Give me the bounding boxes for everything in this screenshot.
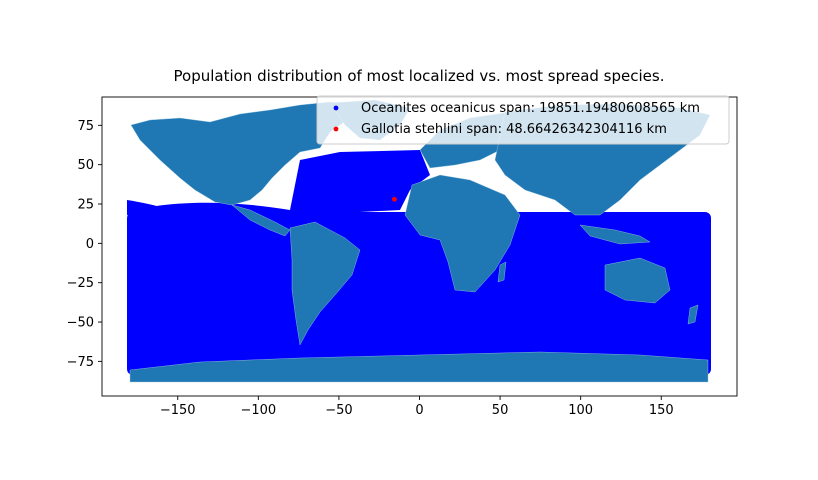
x-tick-label: 0 bbox=[415, 403, 423, 418]
x-tick-label: 50 bbox=[492, 403, 509, 418]
y-tick-label: 25 bbox=[77, 198, 94, 213]
x-tick-label: −100 bbox=[240, 403, 276, 418]
y-tick-label: −50 bbox=[67, 316, 94, 331]
y-axis: −75 −50 −25 0 25 50 75 bbox=[67, 119, 102, 370]
oceanites-point-cloud bbox=[127, 150, 711, 375]
legend-marker-gallotia bbox=[333, 126, 339, 132]
x-tick-label: −50 bbox=[325, 403, 352, 418]
legend-box bbox=[316, 95, 730, 145]
y-tick-label: 0 bbox=[86, 237, 94, 252]
legend: Oceanites oceanicus span: 19851.19480608… bbox=[316, 95, 730, 145]
gallotia-point bbox=[391, 196, 397, 202]
x-tick-label: −150 bbox=[160, 403, 196, 418]
legend-label-oceanites: Oceanites oceanicus span: 19851.19480608… bbox=[361, 101, 700, 116]
x-axis: −150 −100 −50 0 50 100 150 bbox=[160, 396, 674, 418]
legend-marker-oceanites bbox=[333, 105, 339, 111]
x-tick-label: 100 bbox=[568, 403, 593, 418]
y-tick-label: −25 bbox=[67, 276, 94, 291]
x-tick-label: 150 bbox=[649, 403, 674, 418]
gallotia-point-group bbox=[391, 196, 397, 202]
legend-label-gallotia: Gallotia stehlini span: 48.6642634230411… bbox=[361, 122, 667, 137]
y-tick-label: −75 bbox=[67, 355, 94, 370]
y-tick-label: 75 bbox=[77, 119, 94, 134]
y-tick-label: 50 bbox=[77, 158, 94, 173]
chart-title: Population distribution of most localize… bbox=[174, 67, 665, 85]
